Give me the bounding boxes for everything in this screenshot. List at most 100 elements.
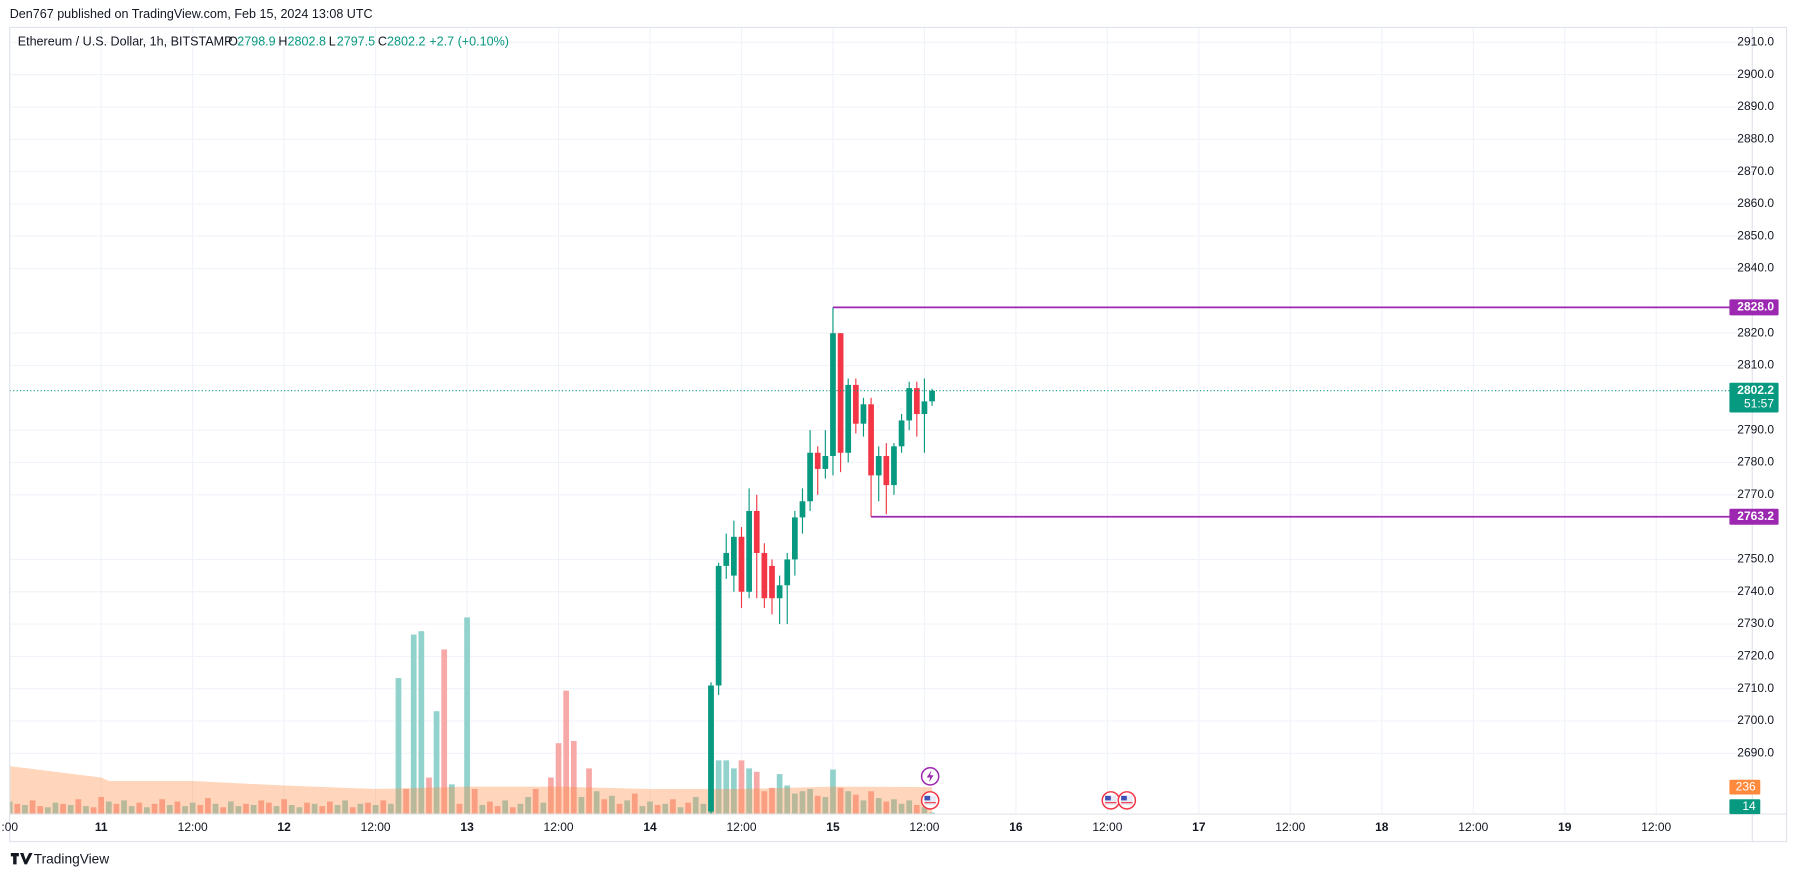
candle-body [791,517,798,560]
candle-body [860,404,867,424]
volume-bar [44,807,51,815]
level-box [1729,299,1779,316]
y-tick-label: 2860.0 [1737,196,1774,210]
volume-bar [372,804,379,815]
volume-bar [418,631,425,815]
x-tick-label: 19 [1558,820,1572,834]
volume-bar [349,807,356,815]
candle-body [784,559,791,586]
volume-bar [746,768,752,815]
volume-bar [799,791,806,815]
volume-bar [37,806,44,815]
volume-bar [875,798,882,815]
volume-bar [174,801,181,815]
x-tick-label: 12:00 [544,820,574,834]
x-tick-label: 16 [1009,820,1023,834]
axes: :00 11 12:00 12 12:00 13 12:00 14 12:00 15 12:00 16… [1,34,1779,834]
volume-bar [913,804,920,815]
volume-bar [136,802,143,815]
candle-body [852,384,859,424]
y-tick-label: 2780.0 [1737,455,1774,469]
volume-bar [189,802,196,815]
volume-bar [555,743,562,815]
volume-bar [395,678,402,815]
volume-bar [342,800,348,815]
volume-ma-label: 236 [1736,779,1756,793]
grid [9,27,1753,815]
volume-bar [532,788,539,815]
event-icons [920,767,1137,810]
legend-high: 2802.8 [288,35,326,49]
volume-bar [166,804,173,815]
volume-bar [662,803,669,815]
legend-h: H [278,35,287,49]
frame [9,26,1788,843]
volume-bar [860,800,867,815]
x-tick-label: 17 [1192,820,1206,834]
volume-bar [670,799,676,815]
volume-bar [220,807,227,815]
y-tick-label: 2870.0 [1737,164,1774,178]
volume-bar [250,804,257,815]
volume-bar [159,799,166,815]
y-tick-label: 2730.0 [1737,616,1774,630]
x-tick-label: 12:00 [909,820,939,834]
volume-bar [311,803,318,815]
volume-bar [334,804,341,815]
volume-bar [540,802,547,815]
volume-bar [327,801,333,815]
volume-bar [105,801,112,815]
candle-body [875,456,882,476]
candle-body [807,452,813,502]
volume-bar [769,787,775,815]
x-tick-label: 12:00 [1092,820,1122,834]
y-tick-label: 2820.0 [1737,325,1774,339]
x-tick-label: 14 [643,820,657,834]
volume-bar [357,803,364,815]
x-tick-label: 12:00 [1275,820,1305,834]
level-box [1729,508,1779,525]
volume-ma-area [9,766,933,815]
candle-body [731,536,737,576]
level-label: 2763.2 [1737,509,1774,523]
volume-bar [791,793,798,815]
volume-bar [609,795,615,815]
volume-bar [929,812,935,815]
volume-bar [410,634,417,815]
volume-bar [616,803,623,815]
volume-bar [883,801,890,815]
y-tick-label: 2690.0 [1737,746,1774,760]
x-tick-label: 12:00 [726,820,756,834]
volume-bar [121,800,127,815]
volume-bar [52,802,59,815]
candle-body [830,333,836,457]
volume-bar [502,800,509,815]
volume-bar [891,799,897,815]
candle-body [814,452,821,469]
candle-body [891,446,897,486]
volume-bar [548,777,554,815]
volume-bar [75,799,82,815]
x-tick-label: 13 [460,820,474,834]
candle-body [738,536,745,592]
volume-bar [98,796,105,815]
volume-bar [570,740,577,815]
volume-bar [593,791,600,815]
candle-body [753,510,760,553]
volume-last-label: 14 [1742,799,1756,813]
volume-bar [403,788,409,815]
volume-bar [380,800,387,815]
price-pane [9,306,1753,815]
last-price-box [1729,382,1779,413]
volume-bar [906,800,913,815]
candle-body [929,390,935,402]
volume-bar [898,803,905,815]
y-tick-label: 2740.0 [1737,584,1774,598]
volume-bar [29,800,36,815]
volume-bar [212,803,219,815]
y-tick-label: 2750.0 [1737,552,1774,566]
candle-body [868,404,874,476]
x-tick-label: 12:00 [1458,820,1488,834]
volume-bar [67,804,74,815]
y-tick-label: 2770.0 [1737,487,1774,501]
